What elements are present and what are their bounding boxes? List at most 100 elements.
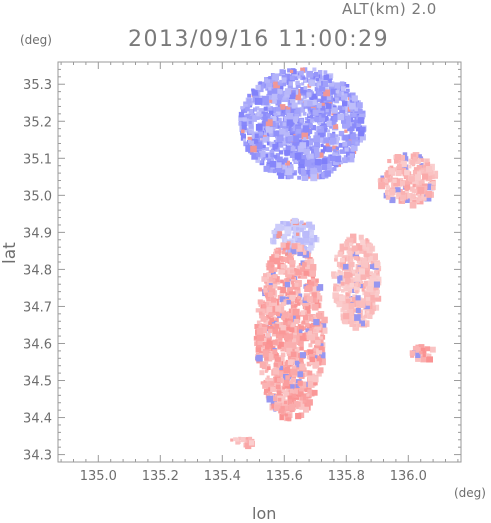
timestamp-title: 2013/09/16 11:00:29 bbox=[128, 27, 390, 52]
data-cell-region-2 bbox=[314, 293, 321, 300]
data-cell-region-2 bbox=[272, 367, 280, 375]
data-cell-region-2 bbox=[297, 389, 304, 396]
data-cell-region-0 bbox=[285, 109, 291, 115]
data-cell-region-0 bbox=[267, 167, 274, 173]
data-cell-region-0 bbox=[259, 150, 266, 158]
data-cell-region-0 bbox=[265, 125, 273, 133]
data-cell-region-0 bbox=[241, 106, 248, 113]
data-cell-region-0 bbox=[320, 105, 326, 111]
data-cell-region-0 bbox=[272, 166, 279, 172]
data-cell-region-2 bbox=[317, 355, 321, 359]
data-cell-region-2 bbox=[312, 304, 319, 311]
data-cell-region-0 bbox=[268, 110, 274, 116]
data-cell-region-3 bbox=[336, 301, 343, 308]
data-cell-region-2 bbox=[321, 322, 327, 328]
data-cell-region-2 bbox=[276, 390, 282, 396]
data-cell-region-0 bbox=[269, 99, 273, 103]
data-cell-region-1 bbox=[301, 222, 306, 227]
data-cell-region-2 bbox=[305, 304, 311, 311]
data-cell-region-0 bbox=[303, 78, 307, 82]
data-cell-region-3 bbox=[367, 286, 374, 293]
data-cell-region-2 bbox=[290, 301, 295, 305]
data-cell-region-2 bbox=[264, 388, 269, 393]
data-cell-region-2 bbox=[257, 334, 264, 341]
data-cell-region-5 bbox=[401, 164, 409, 172]
data-cell-region-2 bbox=[284, 413, 292, 421]
data-cell-region-0 bbox=[261, 120, 268, 127]
data-cell-region-0 bbox=[331, 107, 338, 114]
data-cell-region-0 bbox=[269, 77, 276, 83]
data-cell-region-2 bbox=[283, 401, 288, 405]
data-cell-region-0 bbox=[281, 74, 288, 80]
data-cell-region-2 bbox=[307, 375, 315, 382]
data-cell-region-0 bbox=[338, 142, 344, 148]
y-tick-label: 34.7 bbox=[23, 300, 52, 315]
data-cell-region-0 bbox=[272, 170, 276, 174]
data-cell-region-3 bbox=[343, 264, 349, 270]
data-cell-region-0 bbox=[337, 105, 343, 110]
data-cell-region-2 bbox=[294, 335, 302, 343]
data-cell-region-0 bbox=[284, 92, 290, 98]
data-cell-region-0 bbox=[279, 69, 284, 74]
data-cell-region-0 bbox=[336, 136, 341, 141]
data-cell-region-2 bbox=[290, 303, 297, 310]
data-cell-region-2 bbox=[266, 294, 273, 301]
data-cell-region-2 bbox=[275, 305, 282, 312]
data-cell-region-2 bbox=[274, 253, 280, 259]
data-cell-region-0 bbox=[323, 89, 330, 97]
data-cell-region-0 bbox=[245, 145, 253, 152]
data-cell-region-5 bbox=[411, 188, 416, 193]
data-cell-region-2 bbox=[285, 257, 289, 261]
data-cell-region-1 bbox=[308, 229, 313, 234]
data-cell-region-4 bbox=[420, 356, 427, 363]
data-cell-region-0 bbox=[292, 135, 299, 142]
data-cell-region-5 bbox=[431, 185, 436, 190]
data-cell-region-0 bbox=[301, 170, 307, 176]
data-cell-region-3 bbox=[365, 238, 369, 242]
data-cell-region-2 bbox=[285, 278, 290, 283]
data-cell-region-0 bbox=[306, 92, 312, 98]
data-cell-region-2 bbox=[311, 315, 318, 321]
data-cell-region-2 bbox=[303, 295, 309, 301]
data-cell-region-0 bbox=[307, 128, 313, 134]
data-cell-region-0 bbox=[285, 168, 293, 176]
data-cell-region-5 bbox=[419, 158, 424, 163]
data-cell-region-2 bbox=[262, 337, 267, 343]
y-axis-unit: (deg) bbox=[20, 33, 52, 47]
data-cell-region-0 bbox=[290, 106, 296, 113]
data-cell-region-0 bbox=[287, 68, 292, 73]
data-cell-region-2 bbox=[282, 314, 288, 321]
data-cell-region-0 bbox=[292, 116, 299, 122]
data-cell-region-0 bbox=[317, 131, 324, 138]
data-cell-region-0 bbox=[287, 84, 293, 90]
data-cell-region-0 bbox=[238, 115, 244, 121]
data-cell-region-0 bbox=[278, 150, 284, 155]
data-cell-region-2 bbox=[301, 320, 306, 324]
data-cell-region-0 bbox=[287, 112, 294, 120]
data-cell-region-2 bbox=[262, 350, 269, 357]
data-cell-region-4 bbox=[415, 356, 421, 362]
data-cell-region-2 bbox=[268, 321, 272, 326]
data-cell-region-0 bbox=[327, 133, 332, 138]
data-cell-region-0 bbox=[298, 161, 306, 169]
data-cell-region-0 bbox=[335, 99, 339, 103]
data-cell-region-5 bbox=[399, 155, 405, 161]
data-cell-region-2 bbox=[295, 402, 301, 407]
data-cell-region-2 bbox=[288, 252, 292, 256]
data-cell-region-5 bbox=[425, 161, 431, 167]
data-cell-region-2 bbox=[287, 417, 292, 422]
data-cell-region-2 bbox=[315, 339, 321, 346]
data-cell-region-2 bbox=[255, 347, 262, 353]
data-cell-region-0 bbox=[307, 100, 313, 107]
data-cell-region-0 bbox=[302, 95, 307, 99]
data-cell-region-0 bbox=[279, 79, 283, 84]
data-cell-region-0 bbox=[255, 142, 263, 149]
data-cell-region-0 bbox=[355, 125, 362, 132]
data-cell-region-0 bbox=[309, 80, 314, 85]
data-cell-region-3 bbox=[360, 298, 365, 304]
data-cell-region-0 bbox=[335, 149, 340, 155]
data-cell-region-5 bbox=[418, 154, 422, 158]
data-cell-region-0 bbox=[342, 101, 348, 107]
data-cell-region-5 bbox=[415, 158, 421, 164]
data-cell-region-3 bbox=[347, 316, 352, 321]
